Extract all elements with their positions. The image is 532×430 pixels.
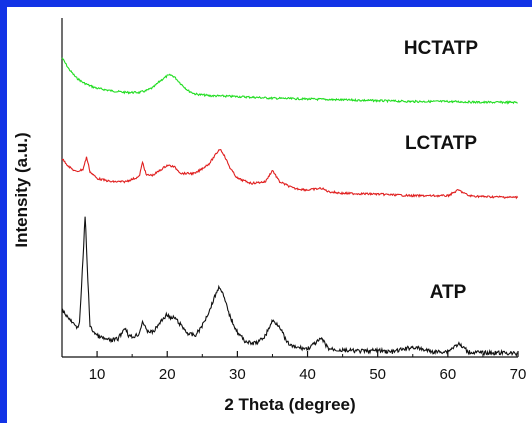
x-tick-label: 40 (299, 366, 316, 383)
xrd-chart: 10 20 30 40 50 60 70 HCTATP LCTATP ATP 2 Theta (… (12, 18, 527, 414)
series-line-lctatp (61, 149, 519, 200)
series-label-atp: ATP (430, 282, 467, 303)
series-line-atp (61, 216, 518, 358)
x-axis-title: 2 Theta (degree) (224, 395, 355, 414)
series-line-hctatp (61, 57, 518, 105)
x-tick-label: 30 (229, 366, 246, 383)
x-tick-label: 10 (89, 366, 106, 383)
x-tick-label: 70 (510, 366, 527, 383)
series-lines (61, 57, 519, 358)
series-label-lctatp: LCTATP (405, 133, 477, 154)
x-tick-label: 60 (440, 366, 457, 383)
y-axis-title: Intensity (a.u.) (12, 132, 31, 247)
series-label-hctatp: HCTATP (404, 38, 479, 59)
x-ticks: 10 20 30 40 50 60 70 (61, 351, 527, 383)
x-tick-label: 50 (369, 366, 386, 383)
series-labels: HCTATP LCTATP ATP (404, 38, 479, 303)
x-tick-label: 20 (159, 366, 176, 383)
